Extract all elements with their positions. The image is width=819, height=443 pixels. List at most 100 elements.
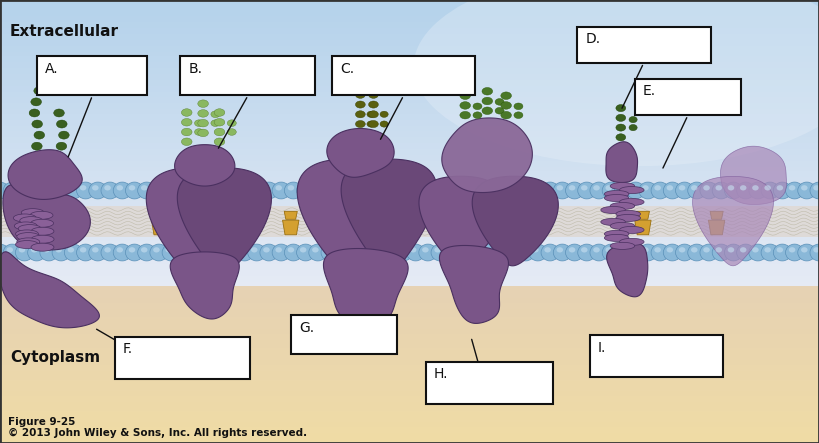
Polygon shape [710,211,723,219]
Bar [0,208,819,210]
Ellipse shape [215,119,224,126]
Bar [0,412,819,413]
Ellipse shape [29,109,40,117]
Bar [0,195,819,196]
Ellipse shape [651,244,669,261]
Bar [0,137,819,139]
Bar [0,18,819,19]
Ellipse shape [505,244,523,261]
Bar [0,442,819,443]
Bar [0,354,819,356]
Bar [0,198,819,199]
Ellipse shape [419,182,437,199]
Bar [0,180,819,182]
Ellipse shape [532,185,539,190]
Ellipse shape [419,244,437,261]
Ellipse shape [116,185,123,190]
Bar [0,285,819,287]
Ellipse shape [541,182,559,199]
Bar [0,75,819,77]
Ellipse shape [679,247,686,253]
Ellipse shape [431,182,449,199]
Ellipse shape [312,185,319,190]
Ellipse shape [361,185,368,190]
Ellipse shape [125,182,143,199]
Ellipse shape [663,244,681,261]
Bar [0,382,819,384]
Ellipse shape [605,185,612,190]
Ellipse shape [309,244,327,261]
Bar [0,92,819,93]
Ellipse shape [337,185,343,190]
Ellipse shape [565,182,583,199]
Ellipse shape [162,244,180,261]
FancyBboxPatch shape [115,337,250,379]
Ellipse shape [639,182,657,199]
Ellipse shape [287,185,294,190]
Ellipse shape [116,247,123,253]
Bar [0,288,819,289]
Bar [0,114,819,115]
Ellipse shape [422,185,428,190]
Bar [0,105,819,106]
Bar [0,218,819,220]
Bar [0,66,819,68]
Bar [0,31,819,32]
Bar [0,177,819,179]
Bar [0,428,819,430]
Ellipse shape [688,182,706,199]
FancyBboxPatch shape [577,27,711,63]
Ellipse shape [373,247,380,253]
Bar [0,424,819,425]
Bar [0,331,819,332]
Ellipse shape [16,244,34,261]
Ellipse shape [358,182,376,199]
Bar [0,125,819,127]
Ellipse shape [31,227,54,235]
Bar [0,313,819,315]
Ellipse shape [18,225,41,233]
Bar [0,236,819,238]
Ellipse shape [182,109,192,116]
Ellipse shape [15,222,38,230]
Ellipse shape [3,182,21,199]
Bar [0,43,819,44]
Bar [0,332,819,334]
Ellipse shape [581,247,587,253]
Bar [0,297,819,298]
Bar [0,194,819,195]
Ellipse shape [776,247,783,253]
Ellipse shape [568,185,575,190]
Ellipse shape [728,247,735,253]
Ellipse shape [56,185,62,190]
Polygon shape [342,159,437,275]
Bar [0,53,819,54]
Ellipse shape [7,185,13,190]
Ellipse shape [178,185,184,190]
Ellipse shape [713,182,731,199]
Polygon shape [63,211,76,219]
Bar [0,168,819,170]
Bar [0,192,819,194]
Text: © 2013 John Wiley & Sons, Inc. All rights reserved.: © 2013 John Wiley & Sons, Inc. All right… [8,428,307,439]
Ellipse shape [455,244,473,261]
Ellipse shape [287,247,294,253]
Polygon shape [440,245,509,323]
Ellipse shape [616,214,640,222]
Bar [0,362,819,363]
Bar [0,154,819,155]
Bar [0,142,819,143]
Bar [0,300,819,301]
Ellipse shape [138,182,156,199]
Text: F.: F. [123,342,133,356]
Ellipse shape [492,244,510,261]
Ellipse shape [65,182,83,199]
Bar [0,151,819,152]
Bar [0,409,819,411]
Ellipse shape [31,142,43,150]
Ellipse shape [215,185,221,190]
Bar [0,222,819,223]
Ellipse shape [798,244,816,261]
Bar [0,9,819,10]
Ellipse shape [309,182,327,199]
